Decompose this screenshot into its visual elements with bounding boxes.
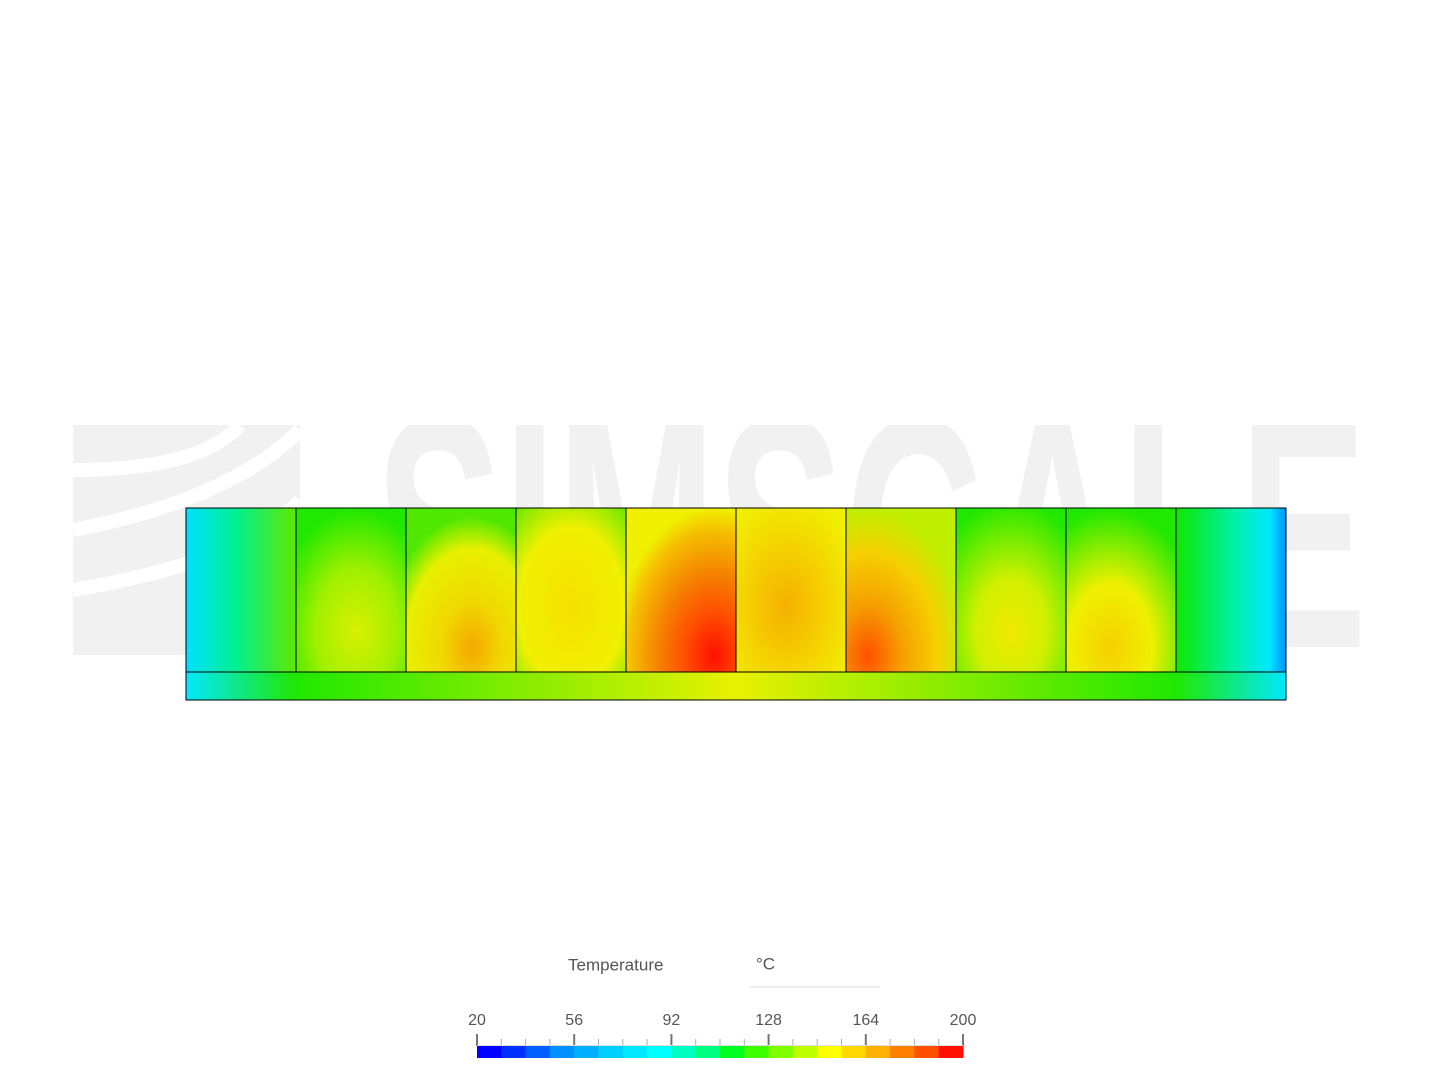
colorbar-band bbox=[477, 1046, 502, 1058]
colorbar-band bbox=[817, 1046, 842, 1058]
colorbar-band bbox=[695, 1046, 721, 1058]
colorbar-band bbox=[574, 1046, 599, 1058]
contour-plot bbox=[185, 507, 1287, 701]
colorbar: 20 56 92 128 164 200 bbox=[468, 1012, 976, 1058]
colorbar-band bbox=[744, 1046, 770, 1058]
tick-label: 56 bbox=[565, 1012, 583, 1029]
colorbar-band bbox=[720, 1046, 745, 1058]
colorbar-band bbox=[549, 1046, 575, 1058]
legend-title: Temperature bbox=[568, 955, 663, 974]
tick-label: 128 bbox=[755, 1012, 782, 1029]
colorbar-band bbox=[622, 1046, 648, 1058]
colorbar-band bbox=[890, 1046, 915, 1058]
colorbar-band bbox=[865, 1046, 891, 1058]
colorbar-band bbox=[598, 1046, 624, 1058]
colorbar-band bbox=[647, 1046, 672, 1058]
tick-label: 164 bbox=[852, 1012, 879, 1029]
colorbar-band bbox=[841, 1046, 867, 1058]
tick-label: 92 bbox=[663, 1012, 681, 1029]
colorbar-band bbox=[914, 1046, 940, 1058]
tick-label: 20 bbox=[468, 1012, 486, 1029]
colorbar-band bbox=[525, 1046, 551, 1058]
tick-label: 200 bbox=[950, 1012, 977, 1029]
colorbar-band bbox=[501, 1046, 527, 1058]
colorbar-band bbox=[938, 1046, 964, 1058]
legend-unit: °C bbox=[756, 954, 775, 973]
colorbar-band bbox=[792, 1046, 818, 1058]
colorbar-band bbox=[671, 1046, 697, 1058]
colorbar-band bbox=[768, 1046, 794, 1058]
